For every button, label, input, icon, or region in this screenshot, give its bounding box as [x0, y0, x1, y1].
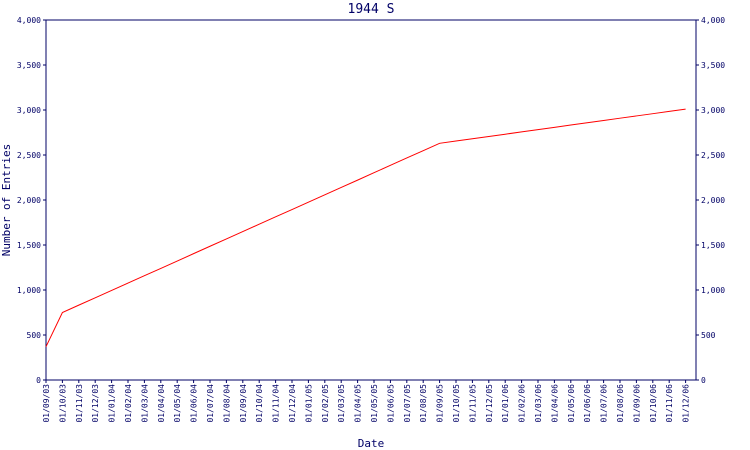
x-tick-label: 01/07/05 — [403, 384, 412, 423]
y2-tick-label: 1,000 — [701, 286, 725, 295]
x-tick-label: 01/11/05 — [468, 384, 477, 423]
x-tick-label: 01/02/06 — [518, 384, 527, 423]
x-tick-label: 01/05/05 — [370, 384, 379, 423]
x-tick-label: 01/08/05 — [419, 384, 428, 423]
plot-frame — [45, 19, 697, 381]
x-tick-label: 01/07/06 — [600, 384, 609, 423]
x-tick-label: 01/12/06 — [682, 384, 691, 423]
y-tick-label: 3,500 — [17, 61, 41, 70]
x-tick-label: 01/06/04 — [190, 384, 199, 423]
x-tick-label: 01/10/03 — [58, 384, 67, 423]
x-tick-label: 01/02/04 — [124, 384, 133, 423]
x-tick-label: 01/05/04 — [173, 384, 182, 423]
data-line — [45, 108, 686, 347]
x-tick-label: 01/06/05 — [386, 384, 395, 423]
x-tick-label: 01/11/06 — [665, 384, 674, 423]
y2-tick-label: 3,500 — [701, 61, 725, 70]
x-tick-label: 01/04/06 — [550, 384, 559, 423]
y2-tick-label: 500 — [701, 331, 716, 340]
x-tick-label: 01/09/06 — [632, 384, 641, 423]
x-tick-label: 01/03/06 — [534, 384, 543, 423]
x-tick-label: 01/11/04 — [272, 384, 281, 423]
x-tick-label: 01/09/04 — [239, 384, 248, 423]
x-tick-label: 01/06/06 — [583, 384, 592, 423]
y-tick-label: 2,500 — [17, 151, 41, 160]
y2-tick-label: 0 — [701, 376, 706, 385]
y2-tick-label: 1,500 — [701, 241, 725, 250]
x-tick-label: 01/07/04 — [206, 384, 215, 423]
y-axis-label: Number of Entries — [0, 144, 13, 257]
x-tick-label: 01/03/04 — [140, 384, 149, 423]
x-tick-label: 01/01/04 — [108, 384, 117, 423]
x-tick-label: 01/12/05 — [485, 384, 494, 423]
y2-tick-label: 2,000 — [701, 196, 725, 205]
y-tick-label: 3,000 — [17, 106, 41, 115]
y-tick-label: 1,500 — [17, 241, 41, 250]
x-tick-label: 01/10/04 — [255, 384, 264, 423]
chart-title: 1944 S — [348, 2, 395, 17]
x-tick-label: 01/10/05 — [452, 384, 461, 423]
x-tick-label: 01/01/06 — [501, 384, 510, 423]
x-tick-label: 01/04/05 — [354, 384, 363, 423]
x-tick-label: 01/02/05 — [321, 384, 330, 423]
x-tick-label: 01/04/04 — [157, 384, 166, 423]
x-tick-label: 01/03/05 — [337, 384, 346, 423]
y-tick-label: 0 — [36, 376, 41, 385]
x-tick-label: 01/08/06 — [616, 384, 625, 423]
x-tick-label: 01/11/03 — [75, 384, 84, 423]
x-tick-label: 01/05/06 — [567, 384, 576, 423]
x-tick-label: 01/09/05 — [436, 384, 445, 423]
y-tick-label: 2,000 — [17, 196, 41, 205]
y-tick-label: 4,000 — [17, 16, 41, 25]
x-tick-label: 01/12/03 — [91, 384, 100, 423]
y-tick-label: 1,000 — [17, 286, 41, 295]
x-tick-label: 01/12/04 — [288, 384, 297, 423]
y-tick-label: 500 — [27, 331, 42, 340]
x-axis-label: Date — [358, 437, 385, 450]
y2-tick-label: 3,000 — [701, 106, 725, 115]
x-tick-label: 01/08/04 — [222, 384, 231, 423]
x-tick-label: 01/09/03 — [42, 384, 51, 423]
y2-tick-label: 2,500 — [701, 151, 725, 160]
x-tick-label: 01/01/05 — [304, 384, 313, 423]
y2-tick-label: 4,000 — [701, 16, 725, 25]
x-tick-label: 01/10/06 — [649, 384, 658, 423]
